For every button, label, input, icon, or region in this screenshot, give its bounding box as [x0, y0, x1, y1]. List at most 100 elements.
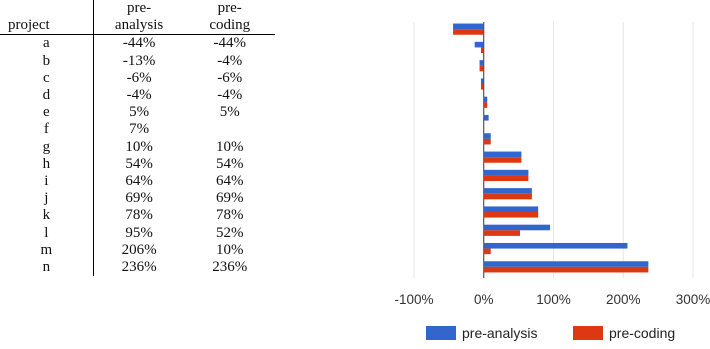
cell-pre-coding: 10%	[215, 241, 244, 258]
bar-pre-analysis-k	[483, 206, 539, 212]
table-row: g 10% 10%	[0, 138, 275, 156]
cell-pre-analysis: 10%	[92, 138, 185, 156]
legend: pre-analysis pre-coding	[426, 325, 675, 341]
bar-pre-coding-g	[483, 138, 491, 145]
bar-pre-coding-j	[483, 193, 532, 200]
grid-lines	[413, 22, 694, 278]
table-row: i 64% 64%	[0, 173, 275, 191]
bar-pre-analysis-b	[474, 41, 484, 48]
cell-pre-analysis: -44%	[92, 34, 185, 53]
header-project: project	[0, 0, 94, 36]
bar-pre-analysis-m	[483, 242, 628, 249]
cell-pre-analysis: 69%	[92, 190, 185, 208]
cell-pre-analysis: 7%	[92, 121, 185, 139]
data-table: project pre- analysis pre- coding a -44% -…	[0, 0, 275, 277]
bars	[453, 23, 649, 273]
bar-pre-analysis-h	[483, 151, 522, 158]
cell-pre-coding: 69%	[215, 190, 244, 207]
bar-pre-coding-l	[483, 230, 521, 236]
header-pre-coding-line2: coding	[209, 17, 251, 34]
x-tick-label: 0%	[474, 292, 494, 307]
header-pre-coding: pre- coding	[184, 0, 275, 36]
cell-pre-coding: -4%	[217, 52, 243, 69]
cell-project: m	[40, 241, 53, 258]
header-pre-analysis-line2: analysis	[114, 17, 164, 34]
table-row: d -4% -4%	[0, 87, 275, 105]
bar-chart: -100% 0% 100% 200% 300% pre-analysis pre-codi…	[394, 22, 710, 341]
cell-project: i	[44, 173, 49, 190]
legend-swatch-pre-analysis	[426, 326, 456, 340]
table-row: k 78% 78%	[0, 207, 275, 225]
cell-project: j	[44, 190, 49, 207]
cell-pre-analysis: 64%	[92, 173, 185, 191]
x-axis-ticks: -100% 0% 100% 200% 300%	[394, 292, 710, 307]
cell-pre-coding: -44%	[213, 35, 246, 52]
cell-project: n	[42, 259, 51, 276]
data-table-panel: project pre- analysis pre- coding a -44% -…	[0, 0, 275, 349]
cell-pre-coding: 54%	[215, 155, 244, 172]
legend-label-pre-coding: pre-coding	[609, 325, 675, 341]
legend-swatch-pre-coding	[573, 326, 603, 340]
cell-pre-analysis: 95%	[92, 224, 185, 242]
cell-project: g	[42, 138, 51, 155]
table-header-row: project pre- analysis pre- coding	[0, 0, 275, 36]
table-row: f 7%	[0, 121, 275, 139]
bar-pre-analysis-j	[483, 188, 532, 194]
cell-project: e	[43, 104, 50, 121]
cell-pre-analysis: 236%	[92, 259, 185, 277]
header-pre-coding-line1: pre-	[217, 0, 242, 16]
bar-pre-analysis-g	[483, 133, 491, 139]
table-row: a -44% -44%	[0, 34, 275, 53]
table-row: m 206% 10%	[0, 241, 275, 260]
bar-pre-analysis-n	[483, 261, 649, 267]
bar-pre-coding-e	[483, 102, 488, 108]
table-row: n 236% 236%	[0, 259, 275, 277]
cell-pre-coding	[184, 121, 275, 138]
bar-pre-analysis-f	[483, 114, 489, 121]
cell-pre-coding: 78%	[215, 207, 244, 224]
bar-pre-analysis-i	[483, 169, 529, 176]
cell-project: b	[42, 52, 51, 69]
cell-pre-analysis: -6%	[92, 69, 185, 88]
bar-pre-coding-k	[483, 212, 539, 218]
cell-pre-analysis: -4%	[92, 87, 185, 105]
cell-pre-coding: 52%	[215, 224, 244, 241]
cell-pre-coding: -4%	[217, 87, 243, 104]
table-row: l 95% 52%	[0, 224, 275, 242]
bar-pre-coding-i	[483, 175, 529, 182]
header-pre-analysis: pre- analysis	[92, 0, 185, 36]
cell-pre-coding: 5%	[219, 104, 240, 121]
cell-pre-analysis: 54%	[92, 155, 185, 174]
x-tick-label: 100%	[536, 292, 571, 307]
cell-pre-analysis: 78%	[92, 207, 185, 225]
bar-pre-analysis-e	[483, 96, 488, 103]
x-tick-label: 200%	[606, 292, 641, 307]
bar-pre-analysis-l	[483, 224, 551, 231]
table-row: h 54% 54%	[0, 155, 275, 174]
bar-pre-analysis-c	[479, 60, 484, 66]
bar-pre-coding-d	[480, 84, 484, 90]
table-row: e 5% 5%	[0, 104, 275, 122]
bar-pre-analysis-d	[480, 78, 484, 84]
cell-pre-coding: 10%	[215, 138, 244, 155]
header-pre-analysis-line1: pre-	[127, 0, 152, 16]
table-row: b -13% -4%	[0, 52, 275, 70]
x-tick-label: 300%	[676, 292, 710, 307]
bar-pre-coding-c	[479, 65, 484, 72]
cell-project: a	[43, 35, 50, 52]
cell-project: f	[43, 121, 49, 138]
bar-pre-coding-h	[483, 157, 522, 163]
bar-pre-analysis-a	[453, 23, 484, 30]
table-body: a -44% -44% b -13% -4% c -6% -6% d -4% -4% e 5% 5% f 7% g…	[0, 34, 275, 277]
cell-project: d	[42, 87, 51, 104]
cell-pre-analysis: -13%	[92, 52, 185, 70]
cell-project: l	[44, 224, 49, 241]
bar-pre-coding-n	[483, 266, 649, 273]
cell-pre-coding: 236%	[212, 259, 248, 276]
cell-project: c	[43, 69, 50, 86]
legend-label-pre-analysis: pre-analysis	[462, 325, 537, 341]
cell-pre-coding: -6%	[217, 69, 243, 86]
bar-pre-coding-a	[453, 29, 484, 35]
x-tick-label: -100%	[394, 292, 433, 307]
table-row: j 69% 69%	[0, 190, 275, 208]
